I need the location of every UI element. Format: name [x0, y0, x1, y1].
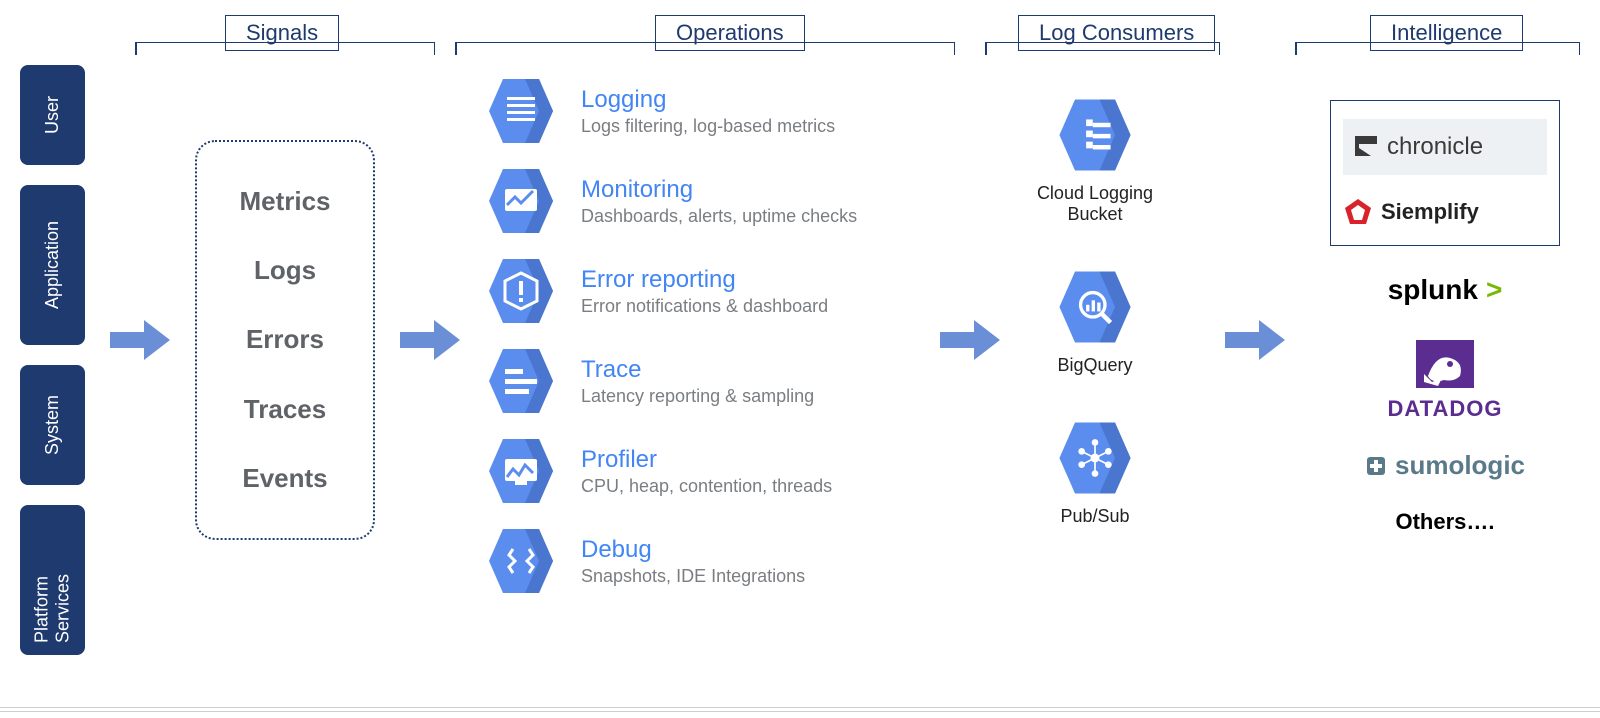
logging-icon [485, 75, 557, 147]
signal-logs: Logs [254, 255, 316, 286]
source-tab-platform: Platform Services [20, 505, 85, 655]
op-profiler-sub: CPU, heap, contention, threads [581, 476, 832, 497]
baseline2 [0, 711, 1600, 712]
signal-metrics: Metrics [239, 186, 330, 217]
op-debug-title: Debug [581, 536, 805, 564]
logo-datadog: DATADOG [1388, 334, 1503, 422]
signal-errors: Errors [246, 324, 324, 355]
siemplify-icon [1343, 197, 1373, 227]
op-profiler-title: Profiler [581, 446, 832, 474]
op-trace-title: Trace [581, 356, 814, 384]
op-debug: DebugSnapshots, IDE Integrations [485, 525, 915, 597]
bracket-operations [455, 42, 955, 54]
intelligence-list: chronicle Siemplify splunk> DATADOG sumo… [1330, 100, 1560, 535]
op-error-sub: Error notifications & dashboard [581, 296, 828, 317]
op-monitoring-sub: Dashboards, alerts, uptime checks [581, 206, 857, 227]
op-logging-sub: Logs filtering, log-based metrics [581, 116, 835, 137]
logo-sumologic: sumologic [1365, 450, 1525, 481]
source-tab-user: User [20, 65, 85, 165]
datadog-icon [1410, 334, 1480, 394]
intelligence-box: chronicle Siemplify [1330, 100, 1560, 246]
baseline [0, 707, 1600, 708]
source-tab-system: System [20, 365, 85, 485]
source-tabs: User Application System Platform Service… [20, 65, 85, 655]
op-error: Error reportingError notifications & das… [485, 255, 915, 327]
op-error-title: Error reporting [581, 266, 828, 294]
operations-list: LoggingLogs filtering, log-based metrics… [485, 75, 915, 597]
consumer-bucket: Cloud Logging Bucket [1010, 95, 1180, 225]
bracket-consumers [985, 42, 1220, 54]
source-tab-application: Application [20, 185, 85, 345]
op-profiler: ProfilerCPU, heap, contention, threads [485, 435, 915, 507]
bucket-icon [1055, 95, 1135, 175]
signals-box: Metrics Logs Errors Traces Events [195, 140, 375, 540]
op-monitoring: MonitoringDashboards, alerts, uptime che… [485, 165, 915, 237]
op-debug-sub: Snapshots, IDE Integrations [581, 566, 805, 587]
logo-siemplify-text: Siemplify [1381, 199, 1479, 225]
intelligence-others: Others…. [1395, 509, 1494, 535]
consumer-pubsub-label: Pub/Sub [1060, 506, 1129, 527]
logo-sumologic-text: sumologic [1395, 450, 1525, 481]
flow-arrow-4 [1225, 320, 1285, 360]
op-logging-title: Logging [581, 86, 835, 114]
logo-chronicle-text: chronicle [1387, 133, 1483, 161]
sumologic-icon [1365, 455, 1387, 477]
consumer-bigquery-label: BigQuery [1057, 355, 1132, 376]
chronicle-icon [1353, 134, 1379, 160]
op-trace: TraceLatency reporting & sampling [485, 345, 915, 417]
signal-events: Events [242, 463, 327, 494]
op-logging: LoggingLogs filtering, log-based metrics [485, 75, 915, 147]
signal-traces: Traces [244, 394, 326, 425]
profiler-icon [485, 435, 557, 507]
flow-arrow-1 [110, 320, 170, 360]
pubsub-icon [1055, 418, 1135, 498]
flow-arrow-2 [400, 320, 460, 360]
logo-splunk-text: splunk [1388, 274, 1478, 306]
consumer-bigquery: BigQuery [1055, 267, 1135, 376]
debug-icon [485, 525, 557, 597]
trace-icon [485, 345, 557, 417]
bracket-signals [135, 42, 435, 54]
flow-arrow-3 [940, 320, 1000, 360]
logo-siemplify: Siemplify [1343, 197, 1547, 227]
bracket-intelligence [1295, 42, 1580, 54]
consumer-pubsub: Pub/Sub [1055, 418, 1135, 527]
consumers-list: Cloud Logging Bucket BigQuery Pub/Sub [1010, 95, 1180, 527]
logo-datadog-text: DATADOG [1388, 396, 1503, 422]
logo-chronicle: chronicle [1343, 119, 1547, 175]
op-trace-sub: Latency reporting & sampling [581, 386, 814, 407]
error-icon [485, 255, 557, 327]
monitoring-icon [485, 165, 557, 237]
bigquery-icon [1055, 267, 1135, 347]
logo-splunk: splunk> [1388, 274, 1503, 306]
op-monitoring-title: Monitoring [581, 176, 857, 204]
consumer-bucket-label: Cloud Logging Bucket [1010, 183, 1180, 225]
